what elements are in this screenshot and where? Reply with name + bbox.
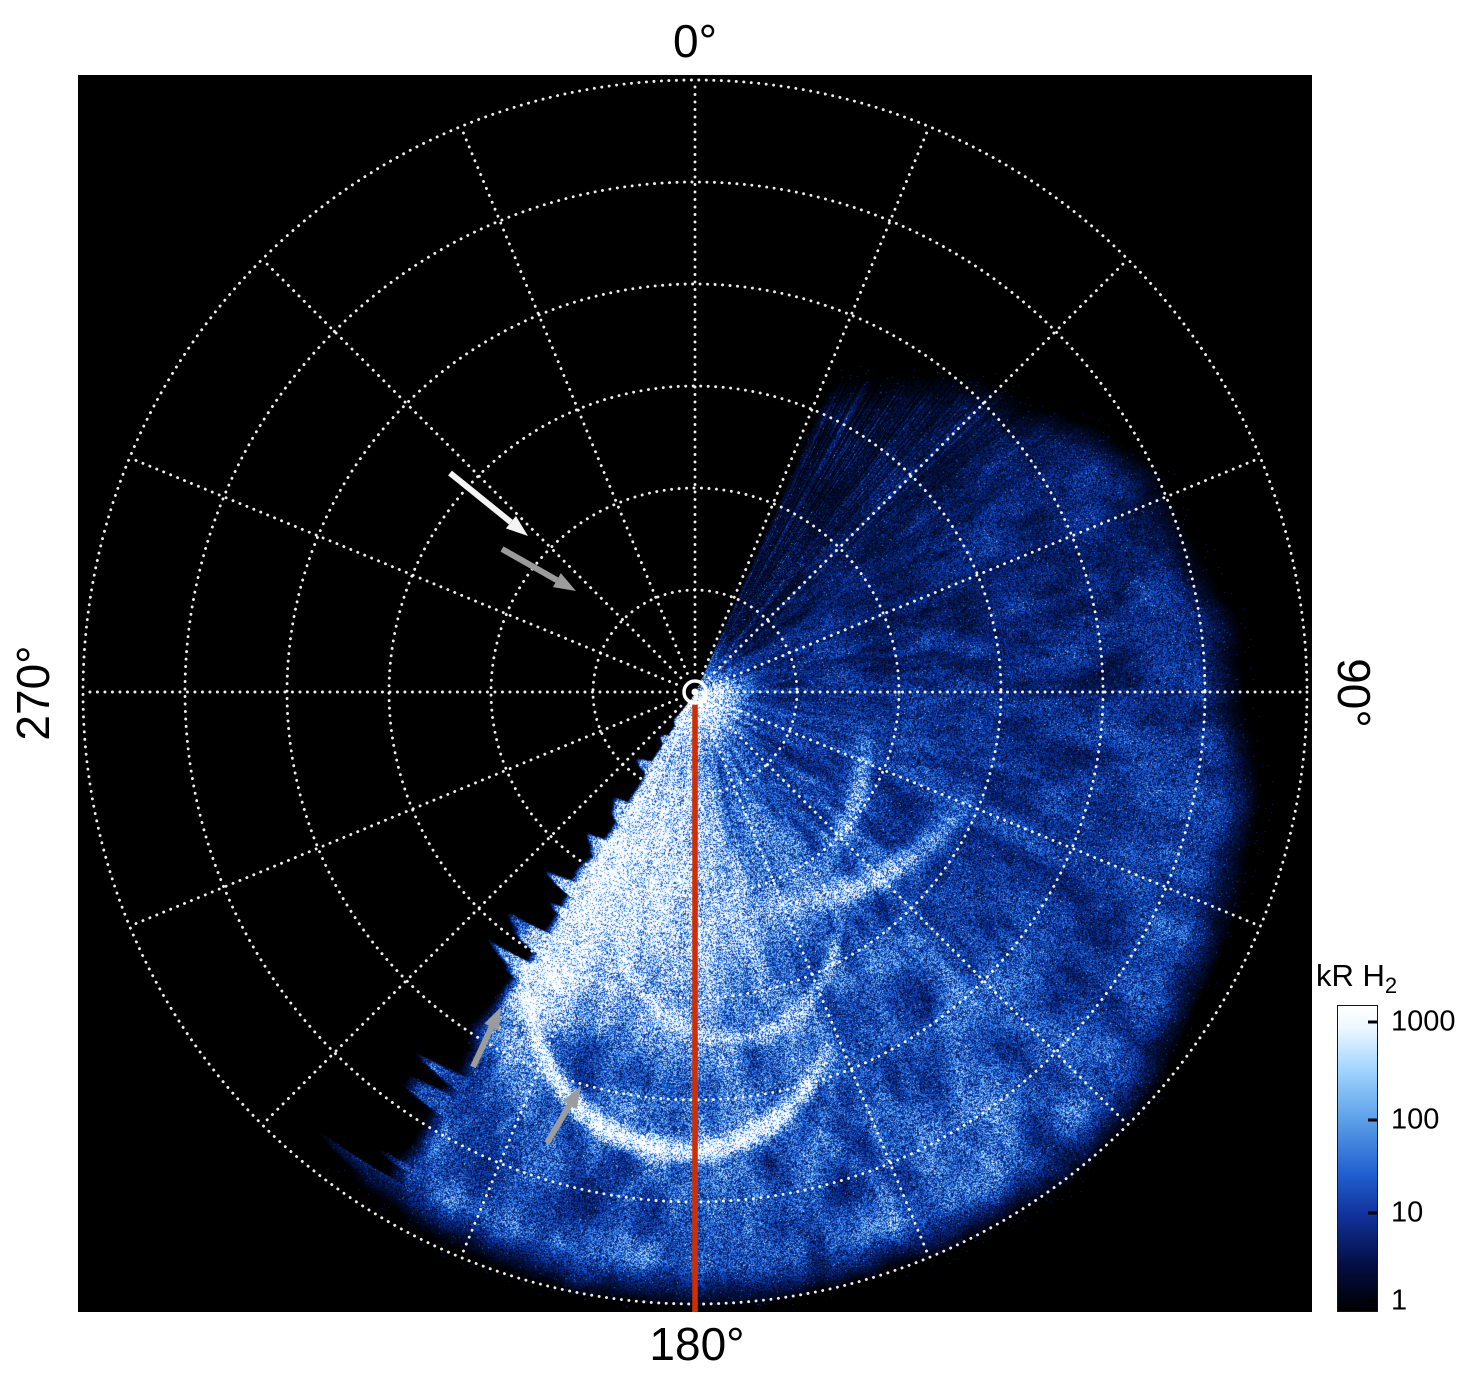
- colorbar-tick-mark: [1368, 1118, 1377, 1122]
- angle-label-0: 0°: [673, 15, 717, 67]
- arrow-upper-gray-shaft: [500, 546, 559, 583]
- colorbar-tick-mark: [1368, 1211, 1377, 1215]
- grid-spoke: [260, 704, 683, 1127]
- grid-spoke: [260, 257, 683, 680]
- grid-spoke: [459, 709, 689, 1259]
- grid-spoke: [712, 698, 1262, 928]
- colorbar-tick-mark: [1368, 1020, 1377, 1024]
- grid-spoke: [707, 704, 1130, 1127]
- arrow-arc-lower-gray-head: [562, 1086, 581, 1109]
- grid-spoke: [459, 125, 689, 675]
- colorbar-tick-mark: [1368, 1299, 1377, 1303]
- arrow-upper-white-shaft: [448, 470, 513, 525]
- colorbar-title: kR H2: [1316, 958, 1397, 999]
- arrow-arc-left-gray-head: [484, 1007, 501, 1031]
- colorbar-tick-label: 10: [1391, 1196, 1424, 1229]
- colorbar-tick-label: 100: [1391, 1103, 1440, 1136]
- arrow-upper-white-head: [505, 515, 528, 536]
- grid-spoke: [712, 456, 1262, 686]
- pole-marker-ring: [682, 679, 708, 705]
- angle-label-90: 90°: [1328, 658, 1380, 728]
- arrow-arc-left-gray-shaft: [470, 1025, 495, 1069]
- colorbar: 1000 100 10 1: [1337, 1005, 1481, 1317]
- grid-ring: [183, 180, 1207, 1204]
- arrow-upper-gray-head: [552, 573, 576, 591]
- grid-spoke: [707, 257, 1130, 680]
- colorbar-gradient-bar: [1337, 1005, 1378, 1312]
- arrow-arc-lower-gray-shaft: [544, 1103, 573, 1145]
- grid-spoke: [128, 698, 678, 928]
- plot-area: [78, 75, 1312, 1312]
- grid-spoke: [701, 125, 931, 675]
- pole-marker-dot: [691, 688, 699, 696]
- grid-spoke: [128, 456, 678, 686]
- colorbar-title-main: kR H: [1316, 958, 1385, 993]
- angle-label-180: 180°: [649, 1318, 745, 1370]
- colorbar-tick-label: 1000: [1391, 1005, 1456, 1038]
- grid-ring: [489, 486, 901, 898]
- colorbar-title-sub: 2: [1384, 973, 1398, 999]
- colorbar-tick-label: 1: [1391, 1284, 1408, 1317]
- angle-label-270: 270°: [7, 645, 59, 741]
- grid-spoke: [701, 709, 931, 1259]
- polar-grid: [81, 78, 1309, 1312]
- grid-ring: [285, 282, 1105, 1102]
